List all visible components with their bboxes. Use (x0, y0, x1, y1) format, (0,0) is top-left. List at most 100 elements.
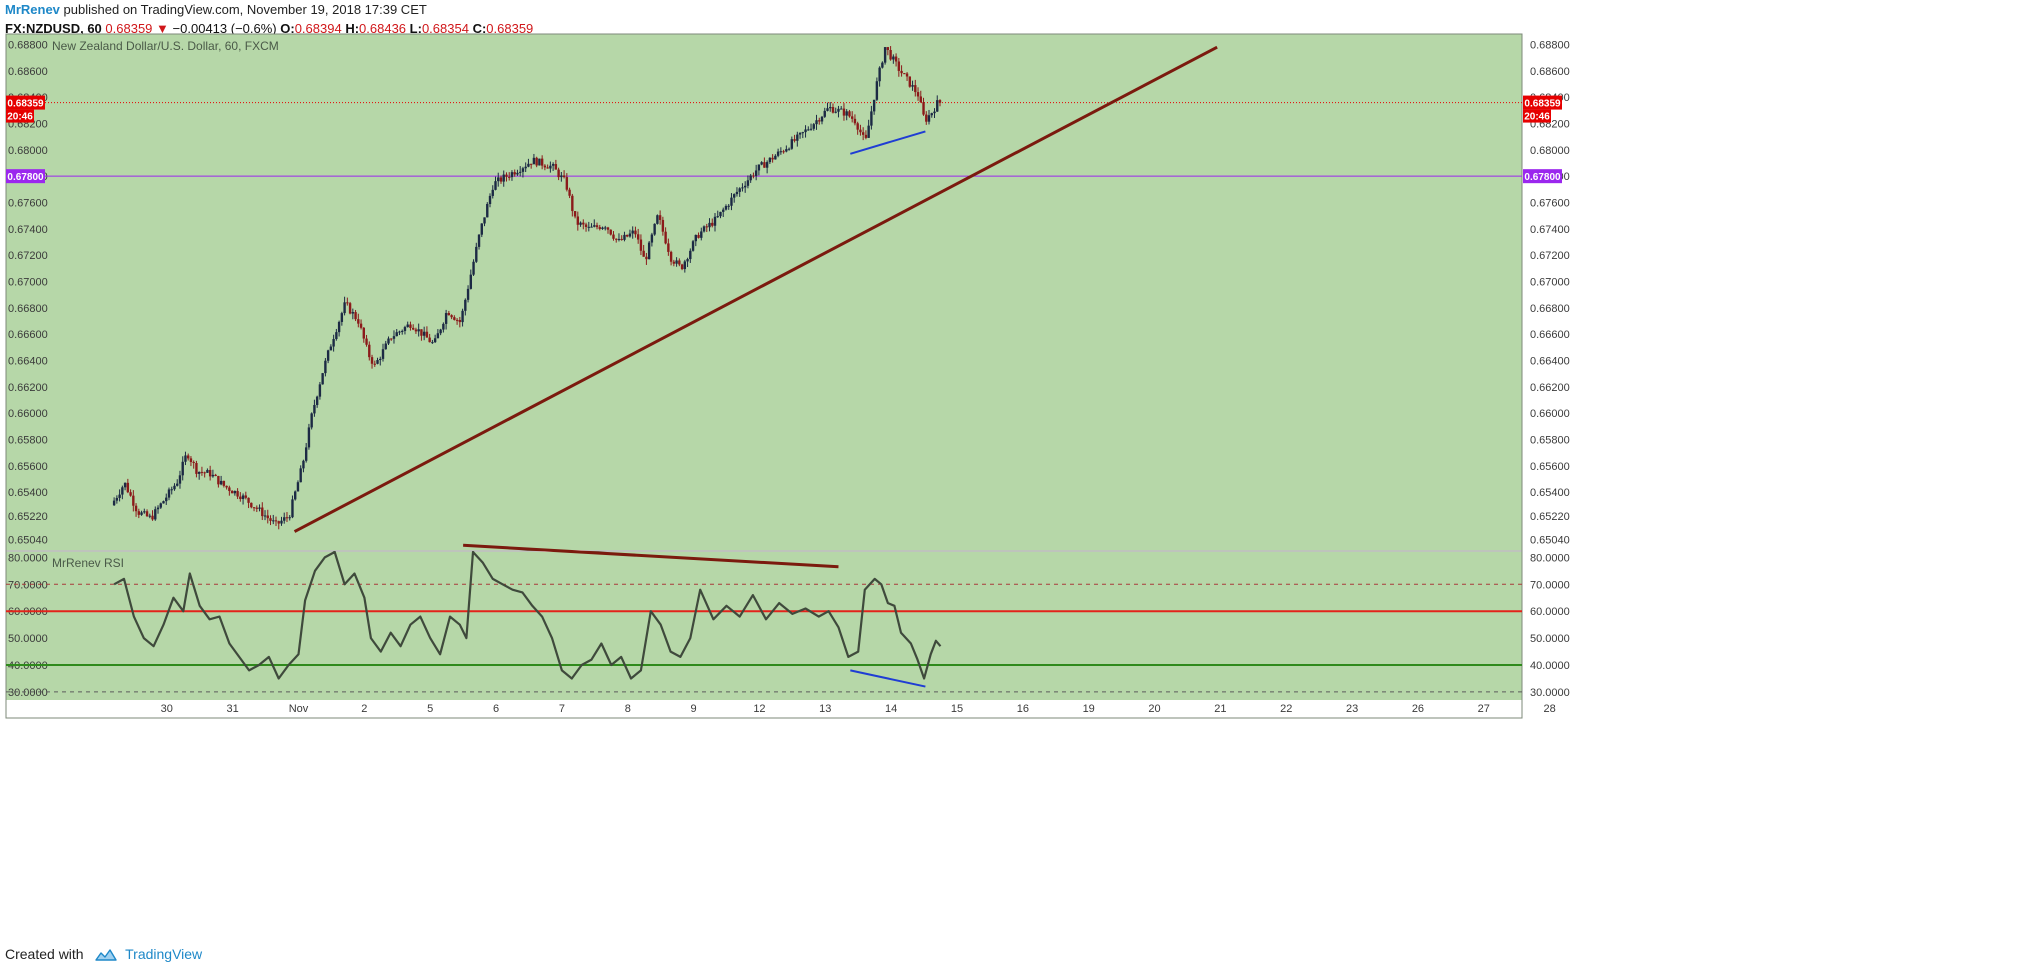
price-tick-left: 0.65400 (8, 487, 48, 499)
candle-down (859, 129, 862, 133)
candle-up (686, 259, 689, 262)
candle-up (713, 216, 717, 226)
candle-down (763, 162, 766, 168)
candle-down (225, 485, 228, 488)
candle-down (573, 211, 577, 217)
ascending-trendline (293, 45, 1218, 533)
price-tick-right: 0.66000 (1530, 408, 1570, 420)
candle-up (335, 332, 338, 340)
date-tick-label: 9 (691, 703, 697, 715)
chart-frame (5, 33, 1523, 719)
candle-up (933, 111, 936, 114)
candle-up (387, 338, 390, 344)
candle-up (716, 216, 719, 218)
price-tick-right: 0.65800 (1530, 434, 1570, 446)
candle-down (447, 313, 451, 316)
candle-down (853, 118, 857, 124)
candle-down (645, 256, 648, 260)
date-tick-label: 2 (361, 703, 367, 715)
candle-down (362, 327, 366, 339)
price-tick-left: 0.65040 (8, 534, 48, 546)
candle-up (321, 373, 324, 385)
candle-up (184, 455, 187, 462)
candle-up (826, 108, 829, 111)
candle-up (329, 346, 333, 351)
candle-up (527, 163, 530, 167)
candle-up (384, 343, 387, 350)
price-tick-left: 0.67400 (8, 224, 48, 236)
candle-up (288, 517, 291, 519)
candle-up (837, 108, 840, 112)
candles-group (112, 46, 942, 530)
countdown-label-right: 20:46 (1524, 112, 1550, 123)
candle-down (535, 157, 538, 166)
price-tick-left: 0.68000 (8, 145, 48, 157)
candle-down (634, 230, 637, 235)
candle-up (258, 507, 261, 509)
candle-down (357, 319, 360, 324)
candle-down (277, 521, 280, 524)
candle-up (927, 115, 931, 122)
candle-up (431, 342, 434, 344)
candle-up (318, 384, 322, 397)
candle-down (285, 517, 289, 519)
date-tick-label: 15 (951, 703, 963, 715)
chart-area[interactable]: New Zealand Dollar/U.S. Dollar, 60, FXCM… (0, 0, 2041, 940)
candle-up (524, 166, 527, 169)
high-value: 0.68436 (359, 21, 407, 36)
candle-up (272, 520, 275, 522)
price-tick-left: 0.65600 (8, 461, 48, 473)
candle-up (206, 469, 209, 473)
low-value: 0.68354 (421, 21, 469, 36)
candle-up (727, 205, 730, 207)
candle-up (881, 62, 884, 68)
candle-up (340, 313, 344, 322)
candle-up (765, 162, 769, 168)
candle-up (617, 238, 621, 240)
candle-up (689, 250, 692, 260)
candle-down (771, 157, 774, 160)
candle-up (760, 162, 763, 165)
date-tick-label: 20 (1148, 703, 1160, 715)
candle-down (266, 515, 269, 519)
candle-down (897, 61, 901, 71)
candle-up (165, 497, 168, 502)
candle-down (250, 502, 253, 508)
candle-up (538, 158, 541, 166)
tradingview-brand-link[interactable]: TradingView (125, 946, 203, 962)
author-link[interactable]: MrRenev (5, 2, 60, 17)
last-price-label-left: 0.68359 (7, 99, 44, 110)
candle-up (936, 100, 939, 112)
ohlc-header: FX:NZDUSD, 60 0.68359 ▼ −0.00413 (−0.6%)… (5, 21, 533, 36)
candle-down (680, 264, 684, 270)
date-tick-label: 19 (1083, 703, 1095, 715)
candle-up (294, 491, 297, 500)
candle-down (354, 312, 357, 320)
candle-up (560, 175, 563, 178)
candle-up (749, 175, 752, 181)
candle-up (332, 339, 335, 347)
candle-down (571, 195, 574, 212)
candle-down (595, 225, 599, 228)
candle-up (623, 234, 626, 240)
candle-down (151, 515, 154, 520)
candle-up (650, 234, 654, 243)
candle-up (310, 413, 313, 428)
candle-up (436, 333, 440, 339)
candle-up (291, 499, 294, 518)
candle-up (930, 113, 933, 116)
candle-down (669, 251, 673, 262)
candle-up (631, 230, 634, 234)
candle-up (787, 148, 791, 150)
candle-up (123, 482, 127, 488)
price-divergence-line (850, 130, 926, 155)
candle-up (738, 188, 741, 192)
rsi-tick-right: 50.0000 (1530, 633, 1570, 645)
candle-down (916, 92, 920, 97)
candle-up (379, 358, 382, 361)
candle-down (620, 238, 623, 240)
price-tick-left: 0.66800 (8, 303, 48, 315)
price-tick-right: 0.67200 (1530, 250, 1570, 262)
candle-up (488, 195, 492, 205)
candle-up (433, 338, 437, 343)
